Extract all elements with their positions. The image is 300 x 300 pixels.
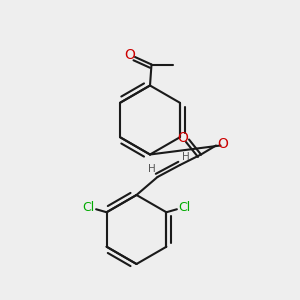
Text: O: O <box>177 131 188 145</box>
Text: O: O <box>217 137 228 151</box>
Text: O: O <box>124 48 135 62</box>
Text: Cl: Cl <box>178 201 190 214</box>
Text: Cl: Cl <box>82 201 95 214</box>
Text: H: H <box>148 164 155 175</box>
Text: H: H <box>182 152 190 163</box>
